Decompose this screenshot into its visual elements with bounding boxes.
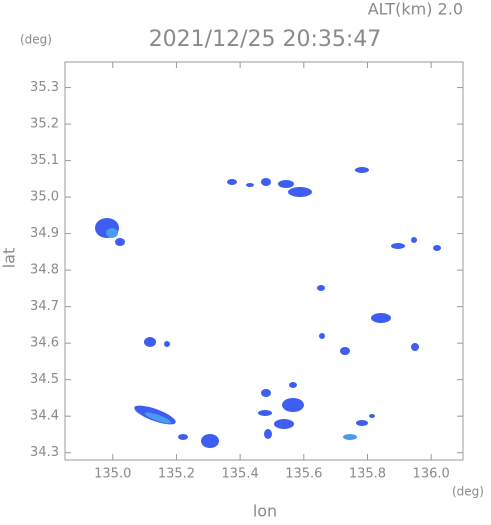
y-unit: (deg) <box>20 33 52 47</box>
plot-frame <box>64 61 464 461</box>
y-tick-label: 35.2 <box>30 117 59 132</box>
y-tick-label: 34.8 <box>30 263 59 278</box>
y-tick-label: 35.0 <box>30 190 59 205</box>
y-tick-label: 34.4 <box>30 409 59 424</box>
x-unit: (deg) <box>452 485 484 499</box>
y-tick-label: 35.1 <box>30 153 59 168</box>
y-tick-label: 34.5 <box>30 372 59 387</box>
x-label: lon <box>253 502 277 521</box>
x-tick-label: 136.0 <box>413 467 450 482</box>
altitude-label: ALT(km) 2.0 <box>368 0 463 19</box>
x-tick-label: 135.4 <box>222 467 259 482</box>
x-tick-label: 135.2 <box>158 467 195 482</box>
y-tick-label: 34.9 <box>30 226 59 241</box>
y-tick-label: 35.3 <box>30 80 59 95</box>
y-tick-label: 34.7 <box>30 299 59 314</box>
chart-title: 2021/12/25 20:35:47 <box>149 27 382 52</box>
y-tick-label: 34.3 <box>30 445 59 460</box>
y-label: lat <box>0 248 19 269</box>
y-tick-label: 34.6 <box>30 336 59 351</box>
x-tick-label: 135.8 <box>349 467 386 482</box>
radar-echoes <box>95 167 441 448</box>
x-tick-label: 135.0 <box>94 467 131 482</box>
x-tick-label: 135.6 <box>285 467 322 482</box>
